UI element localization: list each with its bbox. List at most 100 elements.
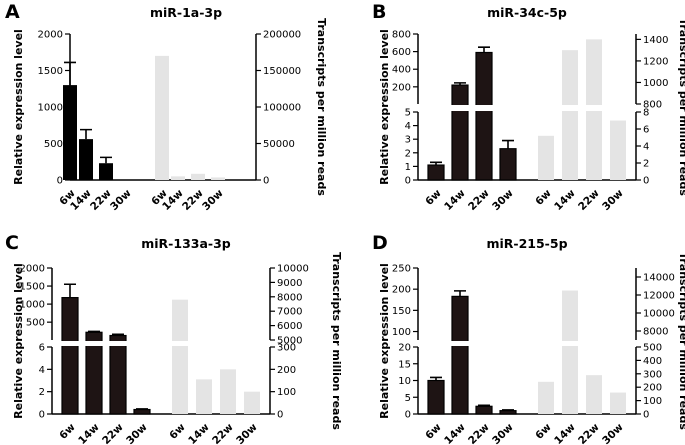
- panel-d-left-tick-upper-label: 150: [392, 306, 411, 317]
- panel-a-errorbar-22w: [100, 156, 112, 164]
- panel-d-bar-tpm-6w: [538, 381, 554, 414]
- panel-b-x-label: 22w: [466, 187, 492, 213]
- panel-a-left-tick-label: 2000: [38, 30, 63, 41]
- panel-b-left-tick-lower-label: 5: [405, 108, 411, 119]
- panel-a-errorbar-6w: [64, 61, 76, 86]
- panel-b-left-tick-upper-label: 600: [392, 47, 411, 58]
- panel-a-letter: A: [5, 1, 20, 23]
- panel-b-x-label: 30w: [600, 187, 626, 213]
- panel-c-ylabel-right: Transcripts per million reads: [330, 252, 343, 430]
- panel-a-x-label: 22w: [180, 187, 206, 213]
- panel-b-bar-rel-30w: [499, 148, 517, 181]
- panel-b-right-tick-upper-label: 1200: [643, 56, 668, 67]
- panel-a-bar-rel-14w: [79, 139, 93, 180]
- panel-d-right-tick-lower-label: 100: [643, 396, 662, 407]
- panel-b-right-tick-upper-label: 800: [643, 100, 662, 111]
- panel-a-bar-tpm-30w: [211, 177, 225, 180]
- panel-b-right-tick-upper-label: 1400: [643, 35, 668, 46]
- panel-c-errorbar-30w: [136, 408, 148, 410]
- panel-d-left-tick-upper-label: 100: [392, 327, 411, 338]
- panel-d-right-tick-upper-label: 12000: [643, 291, 675, 302]
- panel-c-bar-rel-30w: [133, 408, 151, 415]
- panel-d-errorbar-14w: [454, 290, 466, 297]
- panel-c-left-tick-upper-label: 500: [26, 318, 45, 329]
- panel-b-x-label: 14w: [552, 187, 578, 213]
- panel-b-errorbar-6w: [430, 161, 442, 166]
- panel-b-right-tick-upper-label: 1000: [643, 78, 668, 89]
- panel-a-left-tick-label: 1500: [38, 66, 63, 77]
- panel-c-right-tick-upper-label: 9000: [277, 278, 302, 289]
- panel-a-left-tick-label: 1000: [38, 103, 63, 114]
- panel-b-left-tick-lower-label: 0: [405, 176, 411, 187]
- panel-b-bar-tpm-6w: [538, 135, 554, 180]
- panel-b-title: miR-34c-5p: [487, 5, 567, 20]
- panel-d-right-tick-upper-label: 14000: [643, 273, 675, 284]
- panel-c-right-tick-lower-label: 0: [277, 410, 283, 421]
- panel-c-left-tick-lower-label: 2: [39, 387, 45, 398]
- panel-a-left-tick-label: 0: [57, 176, 63, 187]
- panel-a-x-label: 30w: [108, 187, 134, 213]
- panel-b-bar-rel-6w: [427, 164, 445, 181]
- panel-d-errorbar-22w: [478, 404, 490, 407]
- panel-b-axis-break: [416, 105, 638, 111]
- panel-c-left-tick-upper-label: 1500: [20, 282, 45, 293]
- panel-c-bar-rel-22w: [109, 334, 127, 415]
- panel-d-bar-rel-30w: [499, 410, 517, 415]
- panel-b-errorbar-30w: [502, 139, 514, 149]
- panel-d-left-tick-lower-label: 5: [405, 393, 411, 404]
- panel-d-title: miR-215-5p: [486, 236, 567, 251]
- panel-b-right-tick-lower-label: 8: [643, 108, 649, 119]
- panel-c-x-label: 30w: [234, 421, 260, 445]
- panel-b-bar-rel-22w: [475, 51, 493, 181]
- panel-b-ylabel-right: Transcripts per million reads: [677, 18, 685, 196]
- panel-c-left-tick-upper-label: 1000: [20, 300, 45, 311]
- panel-d-errorbar-6w: [430, 376, 442, 381]
- panel-c-bar-tpm-14w: [196, 379, 212, 414]
- panel-b-right-tick-lower-label: 2: [643, 159, 649, 170]
- panel-b-right-tick-lower-label: 4: [643, 142, 649, 153]
- panel-a-x-label: 30w: [200, 187, 226, 213]
- panel-d-x-label: 30w: [600, 421, 626, 445]
- panel-c-errorbar-14w: [88, 330, 100, 333]
- panel-a-right-tick-label: 0: [263, 176, 269, 187]
- panel-d-left-tick-lower-label: 10: [398, 376, 411, 387]
- panel-b-bar-rel-14w: [451, 84, 469, 181]
- panel-b-letter: B: [372, 1, 386, 23]
- panel-b-x-label: 14w: [442, 187, 468, 213]
- panel-a-ylabel-right: Transcripts per million reads: [315, 18, 328, 196]
- panel-d-ylabel-right: Transcripts per million reads: [677, 252, 685, 430]
- panel-c-right-tick-lower-label: 300: [277, 343, 296, 354]
- panel-a-bar-rel-22w: [99, 163, 113, 180]
- panel-a-bar-tpm-6w: [155, 55, 169, 180]
- panel-b-x-label: 6w: [533, 187, 554, 208]
- panel-b-left-tick-upper-label: 200: [392, 82, 411, 93]
- panel-c-right-tick-lower-label: 100: [277, 387, 296, 398]
- panel-d-right-tick-lower-label: 0: [643, 410, 649, 421]
- panel-d-x-label: 14w: [552, 421, 578, 445]
- panel-c-left-tick-lower-label: 0: [39, 410, 45, 421]
- panel-c-left-tick-lower-label: 6: [39, 343, 45, 354]
- panel-b-left-tick-lower-label: 4: [405, 121, 411, 132]
- panel-c-bar-tpm-30w: [244, 391, 260, 414]
- panel-b-right-tick-lower-label: 6: [643, 125, 649, 136]
- panel-b-right-tick-lower-label: 0: [643, 176, 649, 187]
- panel-d-x-label: 22w: [576, 421, 602, 445]
- panel-c-x-label: 22w: [100, 421, 126, 445]
- panel-c-errorbar-6w: [64, 283, 76, 298]
- panel-c-right-tick-upper-label: 5000: [277, 336, 302, 347]
- panel-d-bar-rel-6w: [427, 379, 445, 415]
- panel-d-axis-break: [416, 341, 638, 346]
- panel-a-right-tick-label: 50000: [263, 139, 295, 150]
- panel-c-bar-tpm-22w: [220, 369, 236, 414]
- panel-d-bar-rel-22w: [475, 405, 493, 415]
- panel-d-x-label: 6w: [423, 421, 444, 442]
- panel-d-bar-tpm-30w: [610, 392, 626, 414]
- panel-c-right-tick-upper-label: 10000: [277, 264, 309, 275]
- panel-b-x-label: 22w: [576, 187, 602, 213]
- panel-d-x-label: 14w: [442, 421, 468, 445]
- panel-c-x-label: 6w: [167, 421, 188, 442]
- panel-d-left-tick-upper-label: 250: [392, 264, 411, 275]
- panel-d-bar-rel-14w: [451, 295, 469, 415]
